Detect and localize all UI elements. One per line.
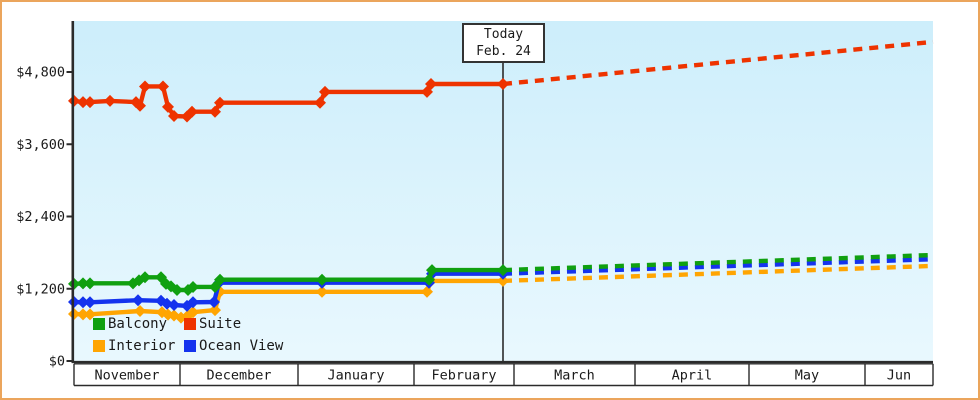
data-point-marker: [77, 308, 89, 321]
data-point-marker: [316, 285, 328, 298]
data-point-marker: [134, 305, 146, 318]
data-point-marker: [209, 280, 221, 293]
series-ocean-view: [68, 257, 934, 312]
data-point-marker: [186, 105, 198, 118]
data-point-marker: [187, 296, 199, 309]
legend-label: Balcony: [108, 316, 168, 332]
data-point-marker: [497, 274, 509, 287]
forecast-line: [502, 39, 934, 87]
data-point-marker: [497, 78, 509, 91]
month-label: April: [672, 368, 713, 384]
legend-swatch-icon: [184, 318, 196, 330]
data-point-marker: [77, 96, 89, 109]
data-point-marker: [421, 285, 433, 298]
forecast-line: [502, 263, 934, 284]
y-axis-label: $2,400: [16, 209, 65, 225]
data-point-marker: [316, 273, 328, 286]
legend-item-balcony: Balcony: [93, 316, 167, 332]
data-point-marker: [132, 294, 144, 307]
data-point-marker: [423, 273, 435, 286]
month-label: November: [94, 368, 159, 384]
data-point-marker: [497, 264, 509, 277]
data-point-marker: [84, 308, 96, 321]
data-point-marker: [214, 96, 226, 109]
legend-label: Interior: [108, 338, 176, 354]
data-point-marker: [104, 94, 116, 107]
legend-label: Suite: [199, 316, 242, 332]
data-point-marker: [139, 80, 151, 93]
today-label: Today: [483, 27, 524, 42]
month-label: January: [328, 368, 385, 384]
y-axis-label: $4,800: [16, 65, 65, 81]
y-axis-label: $3,600: [16, 137, 65, 153]
data-point-marker: [77, 296, 89, 309]
legend-swatch-icon: [93, 340, 105, 352]
data-point-marker: [208, 295, 220, 308]
month-label: May: [795, 368, 819, 384]
forecast-line: [502, 257, 934, 276]
legend-swatch-icon: [93, 318, 105, 330]
month-label: December: [206, 368, 271, 384]
y-axis: $4,800 $3,600 $2,400 $1,200 $0: [16, 65, 73, 370]
data-point-marker: [168, 299, 180, 312]
data-point-marker: [134, 99, 146, 112]
series-balcony: [68, 252, 934, 296]
data-point-marker: [209, 105, 221, 118]
series-suite: [68, 39, 934, 123]
data-point-marker: [157, 80, 169, 93]
y-axis-label: $0: [49, 354, 65, 370]
data-point-marker: [187, 306, 199, 319]
legend-swatch-icon: [184, 340, 196, 352]
data-point-marker: [187, 280, 199, 293]
legend-item-suite: Suite: [184, 316, 241, 332]
data-point-marker: [84, 277, 96, 290]
data-point-marker: [139, 271, 151, 284]
data-point-marker: [209, 304, 221, 317]
y-axis-label: $1,200: [16, 281, 65, 297]
legend-label: Ocean View: [199, 338, 284, 354]
data-point-marker: [171, 283, 183, 296]
today-date: Feb. 24: [476, 44, 531, 59]
data-point-marker: [77, 277, 89, 290]
month-label: March: [554, 368, 595, 384]
data-point-marker: [314, 96, 326, 109]
data-point-marker: [84, 296, 96, 309]
data-point-marker: [168, 109, 180, 122]
data-point-marker: [319, 85, 331, 98]
series-interior: [68, 263, 934, 324]
forecast-line: [502, 252, 934, 273]
data-point-marker: [426, 264, 438, 277]
data-point-marker: [214, 273, 226, 286]
today-marker-box: Today Feb. 24: [462, 23, 545, 63]
month-label: Jun: [887, 368, 911, 384]
month-label: February: [431, 368, 496, 384]
data-point-marker: [84, 96, 96, 109]
legend-item-interior: Interior: [93, 338, 175, 354]
data-point-marker: [162, 100, 174, 113]
x-axis-month-band: November December January February March Apri…: [73, 363, 934, 387]
data-point-marker: [425, 78, 437, 91]
legend-item-ocean-view: Ocean View: [184, 338, 283, 354]
